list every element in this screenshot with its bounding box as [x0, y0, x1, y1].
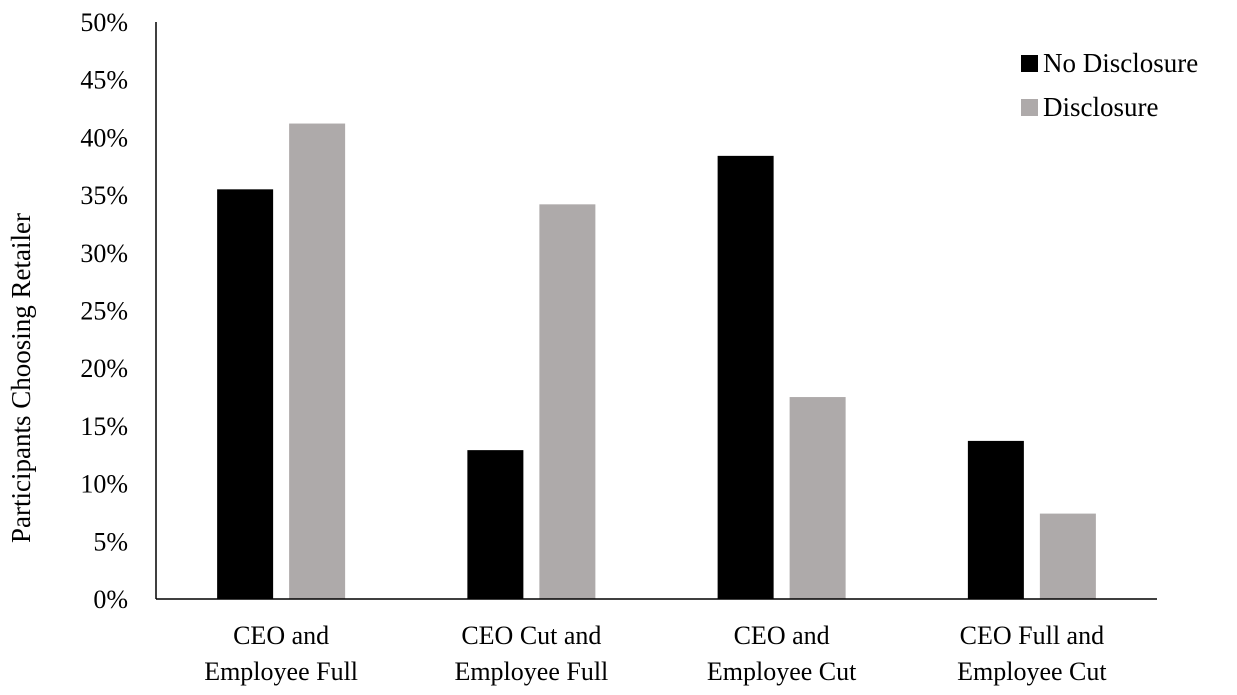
category-label: CEO and [734, 621, 830, 650]
bar-disclosure [789, 397, 846, 599]
y-tick-label: 20% [80, 354, 128, 383]
category-labels: CEO and Employee Full CEO Cut and Employee … [204, 621, 1107, 686]
bar-no-disclosure [467, 450, 524, 599]
bar-no-disclosure [217, 189, 274, 599]
legend-swatch [1021, 55, 1038, 72]
y-axis-title: Participants Choosing Retailer [6, 213, 36, 543]
y-tick-label: 15% [80, 412, 128, 441]
legend-label: Disclosure [1043, 92, 1158, 122]
category-label: Employee Cut [707, 657, 857, 686]
y-tick-label: 45% [80, 66, 128, 95]
y-tick-label: 10% [80, 470, 128, 499]
y-axis-title-group: Participants Choosing Retailer [6, 213, 36, 543]
category-label: Employee Full [454, 657, 608, 686]
category-label: Employee Full [204, 657, 358, 686]
category-label: CEO Full and [960, 621, 1104, 650]
bar-no-disclosure [717, 155, 774, 599]
y-tick-label: 30% [80, 239, 128, 268]
category-label: CEO Cut and [461, 621, 601, 650]
bar-no-disclosure [967, 440, 1024, 599]
bars [217, 123, 1096, 599]
y-tick-label: 25% [80, 297, 128, 326]
y-tick-label: 0% [93, 585, 128, 614]
legend-swatch [1021, 99, 1038, 116]
category-label: CEO and [233, 621, 329, 650]
y-tick-label: 35% [80, 181, 128, 210]
category-label: Employee Cut [957, 657, 1107, 686]
y-tick-label: 50% [80, 8, 128, 37]
bar-disclosure [1039, 513, 1096, 599]
legend: No Disclosure Disclosure [1021, 48, 1198, 122]
y-tick-label: 40% [80, 123, 128, 152]
bar-disclosure [289, 123, 346, 599]
bar-disclosure [539, 204, 596, 599]
legend-label: No Disclosure [1043, 48, 1198, 78]
axes [155, 22, 1157, 600]
y-tick-labels: 0% 5% 10% 15% 20% 25% 30% 35% 40% 45% 50% [80, 8, 128, 614]
y-tick-label: 5% [93, 527, 128, 556]
